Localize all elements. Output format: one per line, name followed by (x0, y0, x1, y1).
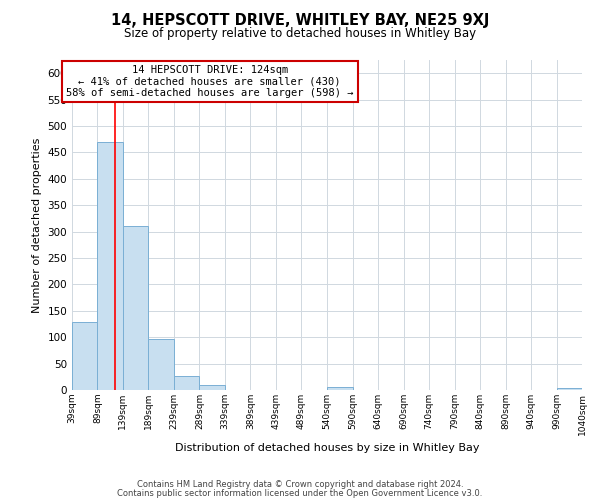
Bar (557, 388, 582, 390)
Y-axis label: Number of detached properties: Number of detached properties (32, 138, 42, 312)
Bar (199, 384, 225, 390)
Bar (72, 322, 97, 390)
Bar (148, 340, 174, 390)
X-axis label: Distribution of detached houses by size in Whitley Bay: Distribution of detached houses by size … (175, 443, 479, 453)
Text: Contains HM Land Registry data © Crown copyright and database right 2024.: Contains HM Land Registry data © Crown c… (137, 480, 463, 489)
Text: Contains public sector information licensed under the Open Government Licence v3: Contains public sector information licen… (118, 489, 482, 498)
Text: Size of property relative to detached houses in Whitley Bay: Size of property relative to detached ho… (124, 28, 476, 40)
Text: 14 HEPSCOTT DRIVE: 124sqm
← 41% of detached houses are smaller (430)
58% of semi: 14 HEPSCOTT DRIVE: 124sqm ← 41% of detac… (66, 65, 353, 98)
Bar (174, 376, 199, 390)
Bar (97, 142, 123, 390)
Text: 14, HEPSCOTT DRIVE, WHITLEY BAY, NE25 9XJ: 14, HEPSCOTT DRIVE, WHITLEY BAY, NE25 9X… (111, 12, 489, 28)
Bar (327, 388, 353, 390)
Bar (123, 226, 148, 390)
